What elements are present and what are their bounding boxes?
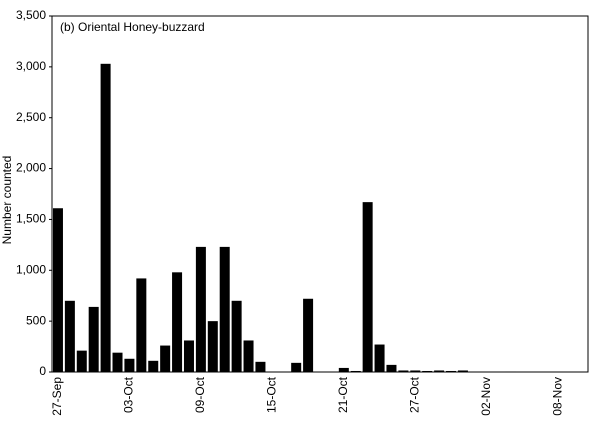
bar [422,370,433,372]
bar [398,370,409,372]
x-tick-label: 02-Nov [479,377,493,416]
bar [362,202,373,372]
y-tick-label: 1,000 [16,262,46,276]
bar [386,364,397,372]
bar [338,367,349,372]
x-tick-label: 08-Nov [550,377,564,416]
bar [76,350,87,372]
bar [505,371,516,372]
bar [88,306,99,372]
bar [136,278,147,372]
y-tick-label: 0 [39,364,46,378]
bar [64,300,75,372]
x-tick-label: 03-Oct [122,376,136,413]
bar [446,370,457,372]
x-tick-label: 15-Oct [265,376,279,413]
bar [124,358,135,372]
x-tick-label: 09-Oct [193,376,207,413]
bar [219,246,230,372]
y-tick-label: 3,000 [16,59,46,73]
bar [374,344,385,372]
bar [172,272,183,372]
bar [243,340,254,372]
y-tick-label: 2,000 [16,161,46,175]
bar [255,361,266,372]
bar [183,340,194,372]
x-tick-label: 27-Oct [407,376,421,413]
bar [207,321,218,372]
y-tick-label: 2,500 [16,110,46,124]
y-tick-label: 3,500 [16,8,46,22]
y-tick-label: 500 [26,313,46,327]
bar [231,300,242,372]
y-tick-label: 1,500 [16,212,46,226]
bar [303,298,314,372]
bar [52,208,63,372]
bar [350,370,361,372]
bar [410,370,421,372]
bar [457,370,468,372]
bar [112,352,123,372]
x-tick-label: 21-Oct [336,376,350,413]
bar [195,246,206,372]
bar [291,362,302,372]
chart-title: (b) Oriental Honey-buzzard [60,20,205,34]
bar [434,370,445,372]
plot-frame [51,15,589,373]
x-tick-label: 27-Sep [50,377,64,416]
y-axis-label: Number counted [0,156,14,245]
bar [100,63,111,372]
bar [148,360,159,372]
bar [160,345,171,372]
